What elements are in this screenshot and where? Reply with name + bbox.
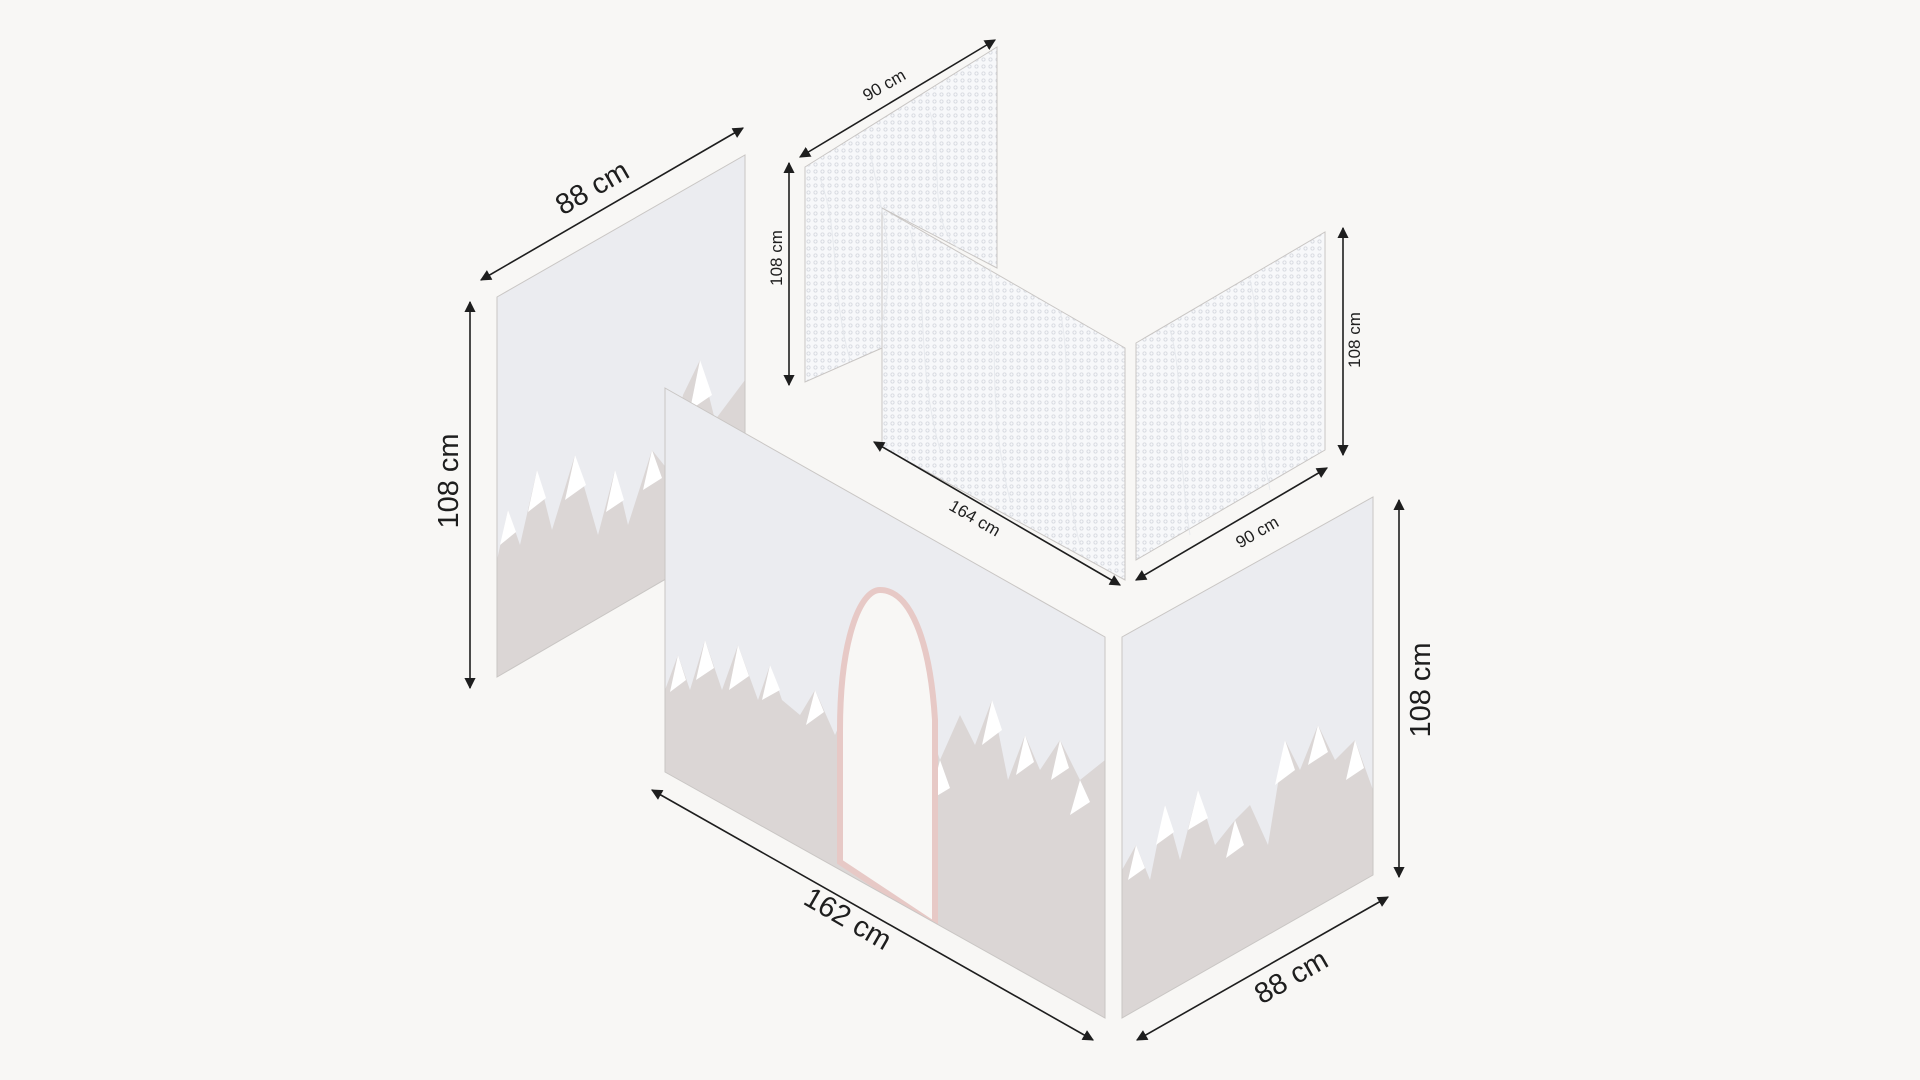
mesh-right-panel <box>1135 231 1326 561</box>
arch-opening <box>837 586 938 931</box>
dimension-lines <box>464 39 1405 1041</box>
snow-caps-left <box>500 360 712 545</box>
right-height-label: 108 cm <box>1405 642 1437 737</box>
mesh-right-height-label: 108 cm <box>1345 312 1364 368</box>
snow-caps-right <box>1128 725 1364 880</box>
left-width-label: 88 cm <box>550 155 634 222</box>
mesh-panels <box>804 46 1326 581</box>
right-side-panel <box>1121 496 1374 1019</box>
mesh-middle-panel <box>881 207 1126 581</box>
left-height-label: 108 cm <box>433 433 465 528</box>
mesh-back-height-label: 108 cm <box>767 230 786 286</box>
mesh-back-width-label: 90 cm <box>859 65 909 105</box>
right-width-label: 88 cm <box>1249 944 1333 1011</box>
